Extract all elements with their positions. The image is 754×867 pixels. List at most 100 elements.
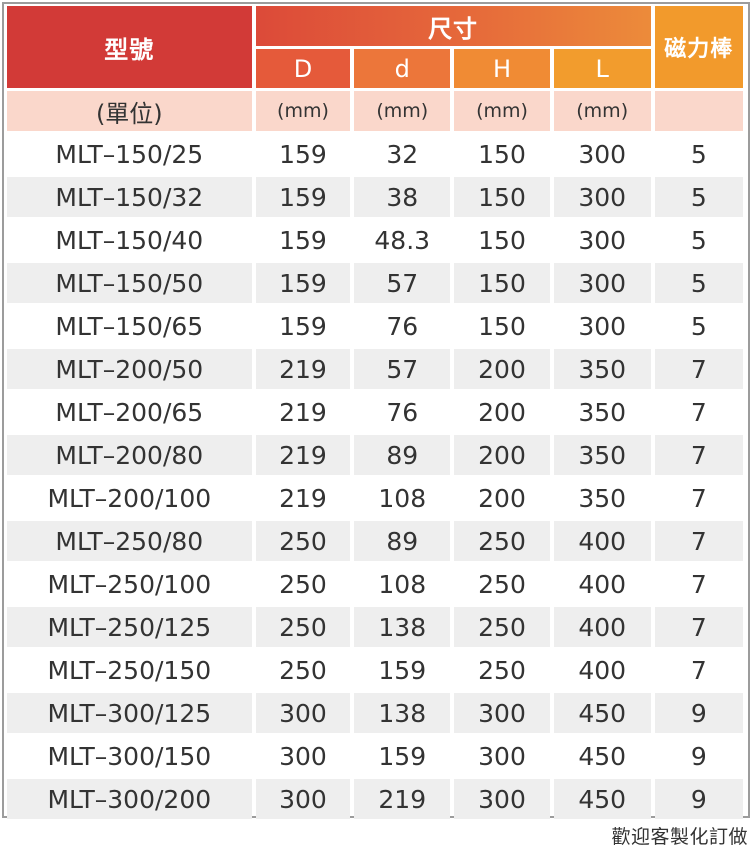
table-row: MLT–150/65 159 76 150 300 5	[7, 306, 743, 346]
table-row: MLT–250/125 250 138 250 400 7	[7, 607, 743, 647]
cell-model: MLT–150/50	[7, 263, 252, 303]
cell-model: MLT–250/100	[7, 564, 252, 604]
cell-d: 138	[354, 693, 451, 733]
cell-D: 250	[255, 607, 351, 647]
table-row: MLT–150/32 159 38 150 300 5	[7, 177, 743, 217]
header-dim-H: H	[454, 49, 550, 88]
cell-L: 350	[553, 392, 651, 432]
unit-row: (單位) (mm) (mm) (mm) (mm)	[7, 91, 743, 131]
custom-order-note: 歡迎客製化訂做	[611, 826, 748, 848]
cell-D: 219	[255, 349, 351, 389]
cell-H: 200	[454, 435, 550, 475]
cell-d: 48.3	[354, 220, 451, 260]
cell-model: MLT–300/125	[7, 693, 252, 733]
header-magnet-bars: 磁力棒	[654, 6, 743, 88]
cell-model: MLT–200/50	[7, 349, 252, 389]
cell-magnet-bars: 7	[654, 607, 743, 647]
cell-L: 300	[553, 220, 651, 260]
header-row-dims: D d H L	[7, 49, 743, 88]
cell-D: 219	[255, 478, 351, 518]
cell-model: MLT–250/125	[7, 607, 252, 647]
cell-D: 300	[255, 693, 351, 733]
cell-L: 400	[553, 607, 651, 647]
header-model: 型號	[7, 6, 252, 88]
cell-L: 400	[553, 564, 651, 604]
cell-model: MLT–250/150	[7, 650, 252, 690]
unit-magnet-bars	[654, 91, 743, 131]
cell-magnet-bars: 9	[654, 693, 743, 733]
cell-L: 450	[553, 693, 651, 733]
cell-d: 108	[354, 564, 451, 604]
header-size-group: 尺寸	[255, 6, 651, 46]
cell-L: 300	[553, 134, 651, 174]
unit-L: (mm)	[553, 91, 651, 131]
cell-D: 159	[255, 177, 351, 217]
cell-D: 159	[255, 306, 351, 346]
table-row: MLT–250/80 250 89 250 400 7	[7, 521, 743, 561]
header-dim-D: D	[255, 49, 351, 88]
cell-model: MLT–300/150	[7, 736, 252, 776]
cell-H: 150	[454, 306, 550, 346]
cell-D: 159	[255, 134, 351, 174]
cell-D: 300	[255, 736, 351, 776]
cell-magnet-bars: 9	[654, 779, 743, 819]
cell-L: 450	[553, 736, 651, 776]
cell-D: 159	[255, 220, 351, 260]
cell-model: MLT–150/40	[7, 220, 252, 260]
cell-H: 200	[454, 392, 550, 432]
cell-magnet-bars: 7	[654, 349, 743, 389]
cell-magnet-bars: 7	[654, 478, 743, 518]
cell-d: 76	[354, 392, 451, 432]
cell-magnet-bars: 9	[654, 736, 743, 776]
cell-L: 300	[553, 306, 651, 346]
cell-D: 250	[255, 521, 351, 561]
spec-table: 型號 尺寸 磁力棒 D d H L (單位) (mm) (mm) (mm) (m…	[3, 3, 747, 822]
cell-L: 300	[553, 263, 651, 303]
cell-H: 200	[454, 478, 550, 518]
cell-L: 400	[553, 650, 651, 690]
cell-d: 159	[354, 736, 451, 776]
cell-d: 219	[354, 779, 451, 819]
cell-magnet-bars: 5	[654, 134, 743, 174]
cell-d: 159	[354, 650, 451, 690]
cell-D: 300	[255, 779, 351, 819]
table-row: MLT–300/200 300 219 300 450 9	[7, 779, 743, 819]
cell-H: 300	[454, 779, 550, 819]
header-dim-d: d	[354, 49, 451, 88]
cell-L: 350	[553, 435, 651, 475]
cell-H: 300	[454, 736, 550, 776]
cell-L: 400	[553, 521, 651, 561]
cell-H: 250	[454, 564, 550, 604]
cell-H: 300	[454, 693, 550, 733]
cell-magnet-bars: 7	[654, 435, 743, 475]
cell-D: 219	[255, 435, 351, 475]
header-row-top: 型號 尺寸 磁力棒	[7, 6, 743, 88]
cell-H: 250	[454, 607, 550, 647]
unit-model: (單位)	[7, 91, 252, 131]
cell-H: 250	[454, 650, 550, 690]
cell-H: 250	[454, 521, 550, 561]
cell-D: 250	[255, 650, 351, 690]
cell-H: 150	[454, 177, 550, 217]
cell-L: 350	[553, 478, 651, 518]
cell-H: 200	[454, 349, 550, 389]
cell-magnet-bars: 7	[654, 392, 743, 432]
cell-magnet-bars: 5	[654, 220, 743, 260]
cell-H: 150	[454, 263, 550, 303]
table-row: MLT–200/100 219 108 200 350 7	[7, 478, 743, 518]
spec-table-frame: 型號 尺寸 磁力棒 D d H L (單位) (mm) (mm) (mm) (m…	[2, 2, 750, 819]
cell-d: 76	[354, 306, 451, 346]
table-row: MLT–250/100 250 108 250 400 7	[7, 564, 743, 604]
cell-model: MLT–150/32	[7, 177, 252, 217]
table-row: MLT–250/150 250 159 250 400 7	[7, 650, 743, 690]
table-row: MLT–150/50 159 57 150 300 5	[7, 263, 743, 303]
table-row: MLT–150/25 159 32 150 300 5	[7, 134, 743, 174]
cell-d: 38	[354, 177, 451, 217]
cell-magnet-bars: 5	[654, 177, 743, 217]
cell-model: MLT–250/80	[7, 521, 252, 561]
table-row: MLT–200/65 219 76 200 350 7	[7, 392, 743, 432]
table-row: MLT–150/40 159 48.3 150 300 5	[7, 220, 743, 260]
cell-H: 150	[454, 134, 550, 174]
cell-model: MLT–200/80	[7, 435, 252, 475]
cell-d: 138	[354, 607, 451, 647]
